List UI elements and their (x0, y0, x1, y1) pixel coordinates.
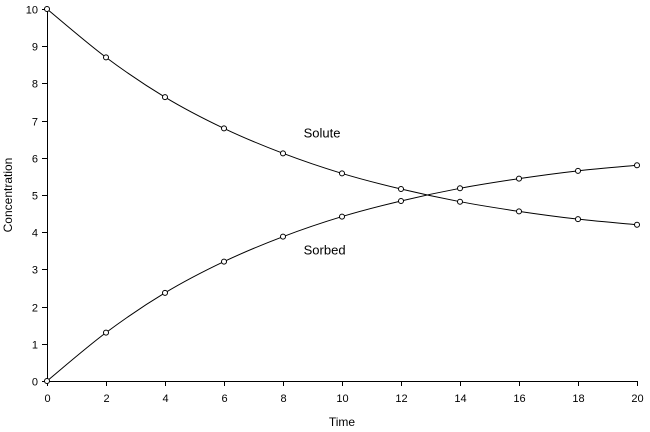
axes (47, 9, 637, 382)
data-point-solute (44, 6, 50, 12)
series-line-sorbed (46, 164, 638, 382)
y-tick-label: 10 (26, 5, 38, 17)
data-point-solute (162, 94, 168, 101)
series-line-solute (46, 8, 638, 226)
x-tick-label: 16 (513, 393, 525, 405)
series-label-solute: Solute (304, 125, 341, 140)
data-point-sorbed (339, 213, 345, 220)
series-label-sorbed: Sorbed (304, 243, 346, 258)
series (44, 6, 640, 384)
data-point-sorbed (44, 378, 50, 384)
x-tick-label: 14 (454, 393, 466, 405)
y-tick-label: 6 (32, 154, 38, 166)
data-point-solute (634, 221, 640, 228)
data-point-solute (516, 208, 522, 215)
x-tick-label: 8 (280, 393, 286, 405)
y-tick-label: 9 (32, 42, 38, 54)
y-tick-label: 0 (32, 377, 38, 389)
data-point-solute (339, 170, 345, 177)
data-point-sorbed (221, 258, 227, 265)
x-tick-label: 0 (44, 393, 50, 405)
x-tick-label: 4 (162, 393, 168, 405)
y-tick-label: 8 (32, 79, 38, 91)
data-point-sorbed (457, 185, 463, 192)
y-tick-label: 2 (32, 303, 38, 315)
x-tick-label: 6 (221, 393, 227, 405)
y-tick-label: 1 (32, 340, 38, 352)
x-tick-label: 18 (572, 393, 584, 405)
x-tick-label: 2 (103, 393, 109, 405)
data-point-solute (398, 186, 404, 193)
y-axis-title: Concentration (1, 158, 15, 233)
data-point-sorbed (162, 289, 168, 296)
y-tick-label: 5 (32, 191, 38, 203)
data-point-solute (280, 150, 286, 157)
data-point-solute (575, 216, 581, 223)
y-tick-label: 3 (32, 265, 38, 277)
data-point-sorbed (634, 162, 640, 169)
y-tick-label: 4 (32, 228, 38, 240)
data-point-sorbed (103, 329, 109, 336)
data-point-sorbed (575, 167, 581, 174)
y-tick-label: 7 (32, 117, 38, 129)
data-point-solute (103, 54, 109, 61)
x-axis-title: Time (329, 415, 356, 429)
labels: Time Concentration Solute Sorbed (1, 125, 355, 429)
x-tick-label: 10 (336, 393, 348, 405)
data-point-sorbed (398, 197, 404, 204)
data-point-solute (457, 198, 463, 205)
x-tick-label: 20 (631, 393, 643, 405)
data-point-sorbed (280, 233, 286, 240)
x-tick-label: 12 (395, 393, 407, 405)
data-point-sorbed (516, 175, 522, 182)
data-point-solute (221, 125, 227, 132)
